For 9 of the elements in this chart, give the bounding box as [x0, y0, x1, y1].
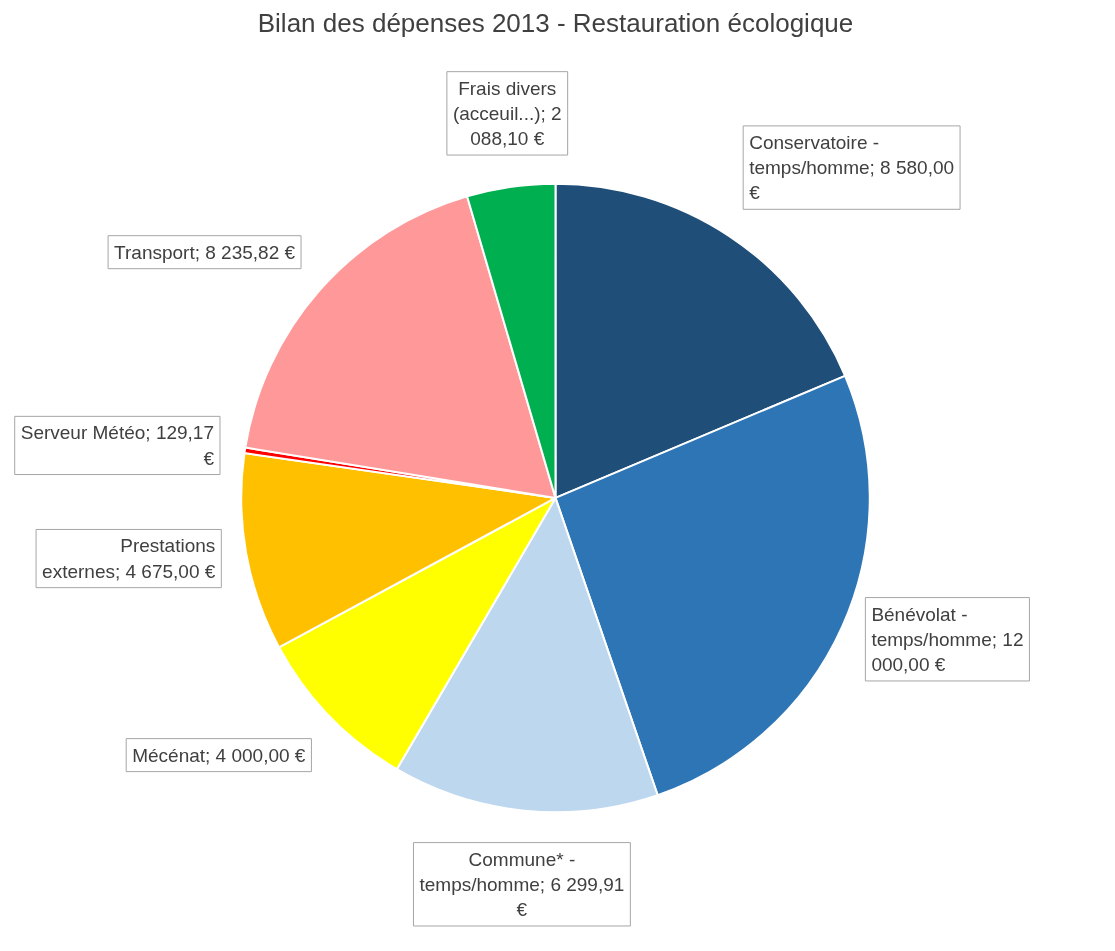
slice-label: Conservatoire - temps/homme; 8 580,00 € — [749, 131, 955, 204]
chart-title: Bilan des dépenses 2013 - Restauration écologique — [257, 7, 854, 38]
slice-label: Serveur Météo; 129,17 € — [20, 422, 215, 469]
slice-label: Commune* - temps/homme; 6 299,91 € — [419, 848, 625, 920]
slice-label: Prestations externes; 4 675,00 € — [42, 535, 216, 582]
slice-label: Mécénat; 4 000,00 € — [132, 744, 306, 766]
slice-label: Transport; 8 235,82 € — [114, 241, 296, 263]
slice-label: Bénévolat - temps/homme; 12 000,00 € — [871, 603, 1024, 675]
slice-label: Frais divers (acceuil...); 2 088,10 € — [452, 77, 562, 150]
